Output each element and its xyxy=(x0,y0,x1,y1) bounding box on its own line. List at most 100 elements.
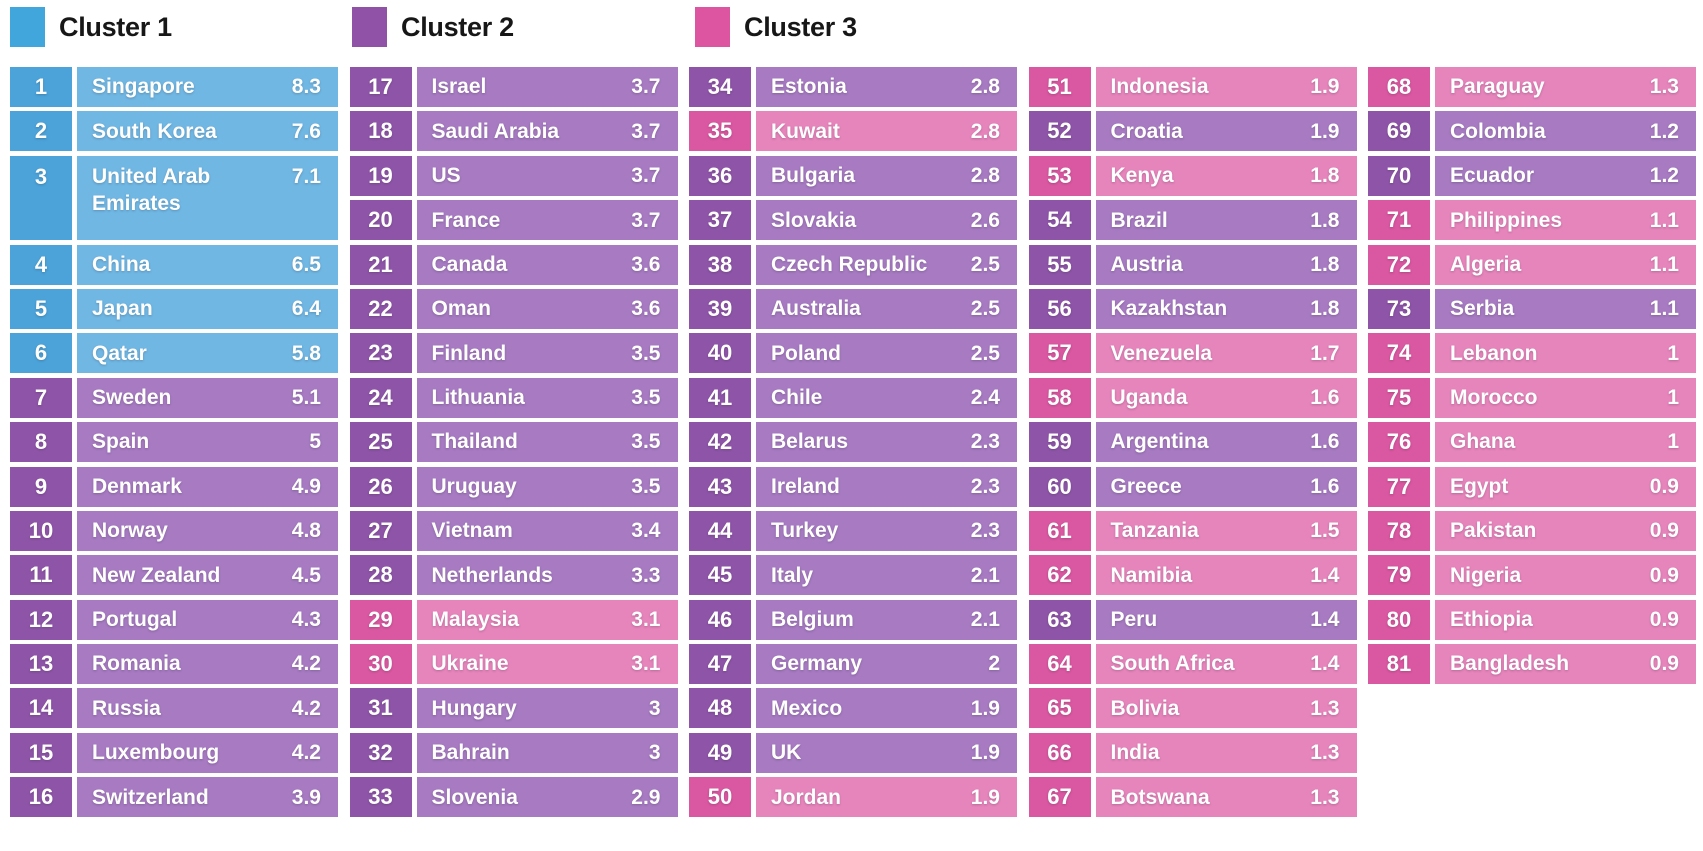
value-label: 2.5 xyxy=(970,252,1000,276)
country-label: Colombia xyxy=(1450,119,1546,143)
country-cell: Croatia 1.9 xyxy=(1095,111,1357,152)
country-label: Namibia xyxy=(1110,563,1193,587)
country-cell: Algeria 1.1 xyxy=(1435,244,1696,285)
country-label: Kazakhstan xyxy=(1110,297,1228,321)
table-row: 19 US 3.7 xyxy=(349,155,678,196)
table-row: 64 South Africa 1.4 xyxy=(1028,644,1357,685)
value-label: 1.4 xyxy=(1310,652,1340,676)
country-cell: Bangladesh 0.9 xyxy=(1435,644,1696,685)
table-row: 38 Czech Republic 2.5 xyxy=(689,244,1017,285)
rank-cell: 35 xyxy=(689,111,751,152)
legend-item-cluster1: Cluster 1 xyxy=(10,7,172,47)
rank-cell: 11 xyxy=(10,555,72,596)
table-row: 67 Botswana 1.3 xyxy=(1028,777,1357,818)
table-row: 27 Vietnam 3.4 xyxy=(349,510,678,551)
cluster1-swatch-icon xyxy=(10,7,45,47)
country-label: Canada xyxy=(431,252,508,276)
rank-cell: 30 xyxy=(349,644,412,685)
country-cell: Kazakhstan 1.8 xyxy=(1095,288,1357,329)
rank-cell: 60 xyxy=(1028,466,1091,507)
legend-label-cluster1: Cluster 1 xyxy=(59,11,172,42)
country-label: Australia xyxy=(771,297,861,321)
country-label: France xyxy=(431,208,501,232)
country-label: Bulgaria xyxy=(771,164,856,188)
country-label: US xyxy=(431,164,461,188)
country-cell: Uganda 1.6 xyxy=(1095,377,1357,418)
country-label: Estonia xyxy=(771,75,847,99)
country-label: Tanzania xyxy=(1110,519,1199,543)
table-row: 52 Croatia 1.9 xyxy=(1028,111,1357,152)
value-label: 3.9 xyxy=(291,785,321,809)
ranking-column-2: 17 Israel 3.7 18 Saudi Arabia 3.7 19 US 3.7 20 Fra… xyxy=(349,67,678,818)
rank-cell: 3 xyxy=(10,155,72,241)
country-label: Singapore xyxy=(92,75,195,99)
table-row: 12 Portugal 4.3 xyxy=(10,599,338,640)
rank-cell: 23 xyxy=(349,333,412,374)
table-row: 80 Ethiopia 0.9 xyxy=(1368,599,1696,640)
rank-cell: 57 xyxy=(1028,333,1091,374)
country-cell: South Korea 7.6 xyxy=(77,111,338,152)
country-cell: Australia 2.5 xyxy=(756,288,1017,329)
country-label: Malaysia xyxy=(431,608,520,632)
country-label: Brazil xyxy=(1110,208,1168,232)
country-cell: Poland 2.5 xyxy=(756,333,1017,374)
table-row: 55 Austria 1.8 xyxy=(1028,244,1357,285)
country-cell: Romania 4.2 xyxy=(77,644,338,685)
value-label: 2.9 xyxy=(631,785,661,809)
country-label: United Arab Emirates xyxy=(92,164,211,216)
value-label: 8.3 xyxy=(291,75,321,99)
table-row: 37 Slovakia 2.6 xyxy=(689,200,1017,241)
country-label: Russia xyxy=(92,696,161,720)
table-row: 46 Belgium 2.1 xyxy=(689,599,1017,640)
rank-cell: 34 xyxy=(689,67,751,107)
country-label: Lebanon xyxy=(1450,341,1538,365)
rank-cell: 36 xyxy=(689,155,751,196)
country-cell: Estonia 2.8 xyxy=(756,67,1017,107)
table-row: 26 Uruguay 3.5 xyxy=(349,466,678,507)
country-cell: Greece 1.6 xyxy=(1095,466,1357,507)
rank-cell: 67 xyxy=(1028,777,1091,818)
value-label: 2.3 xyxy=(970,430,1000,454)
table-row: 59 Argentina 1.6 xyxy=(1028,422,1357,463)
rank-cell: 6 xyxy=(10,333,72,374)
rank-cell: 71 xyxy=(1368,200,1430,241)
country-cell: Colombia 1.2 xyxy=(1435,111,1696,152)
country-cell: Kenya 1.8 xyxy=(1095,155,1357,196)
rank-cell: 78 xyxy=(1368,510,1430,551)
country-cell: Germany 2 xyxy=(756,644,1017,685)
value-label: 1 xyxy=(1667,386,1679,410)
rank-cell: 49 xyxy=(689,732,751,773)
rank-cell: 15 xyxy=(10,732,72,773)
country-cell: Finland 3.5 xyxy=(416,333,678,374)
rank-cell: 8 xyxy=(10,422,72,463)
country-cell: Bahrain 3 xyxy=(416,732,678,773)
country-cell: Canada 3.6 xyxy=(416,244,678,285)
country-cell: Luxembourg 4.2 xyxy=(77,732,338,773)
country-cell: Norway 4.8 xyxy=(77,510,338,551)
country-cell: Vietnam 3.4 xyxy=(416,510,678,551)
rank-cell: 62 xyxy=(1028,555,1091,596)
value-label: 7.1 xyxy=(291,164,321,188)
rank-cell: 24 xyxy=(349,377,412,418)
rank-cell: 29 xyxy=(349,599,412,640)
country-cell: Ecuador 1.2 xyxy=(1435,155,1696,196)
country-cell: Bulgaria 2.8 xyxy=(756,155,1017,196)
country-label: Greece xyxy=(1110,474,1182,498)
country-label: Kenya xyxy=(1110,164,1174,188)
country-cell: Saudi Arabia 3.7 xyxy=(416,111,678,152)
country-label: Oman xyxy=(431,297,492,321)
table-row: 22 Oman 3.6 xyxy=(349,288,678,329)
country-cell: Denmark 4.9 xyxy=(77,466,338,507)
table-row: 9 Denmark 4.9 xyxy=(10,466,338,507)
country-cell: United Arab Emirates 7.1 xyxy=(77,155,338,241)
value-label: 1.4 xyxy=(1310,608,1340,632)
table-row: 31 Hungary 3 xyxy=(349,688,678,729)
rank-cell: 50 xyxy=(689,777,751,818)
value-label: 1.5 xyxy=(1310,519,1340,543)
rank-cell: 45 xyxy=(689,555,751,596)
country-label: Finland xyxy=(431,341,507,365)
table-row: 69 Colombia 1.2 xyxy=(1368,111,1696,152)
country-label: Lithuania xyxy=(431,386,525,410)
table-row: 13 Romania 4.2 xyxy=(10,644,338,685)
table-row: 72 Algeria 1.1 xyxy=(1368,244,1696,285)
